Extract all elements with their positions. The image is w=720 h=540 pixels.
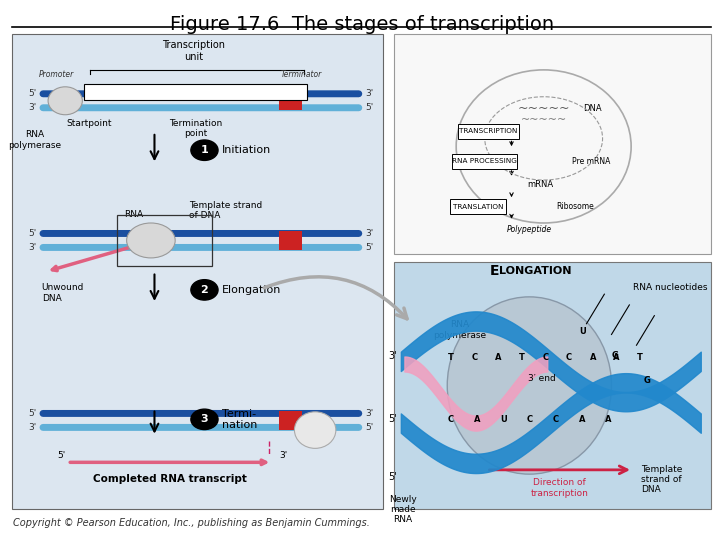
Text: Elongation: Elongation <box>222 285 282 295</box>
FancyBboxPatch shape <box>394 262 711 509</box>
Text: 3': 3' <box>28 103 37 112</box>
Text: Startpoint: Startpoint <box>66 118 112 127</box>
Text: ~~~~~: ~~~~~ <box>518 103 570 116</box>
Text: 3': 3' <box>279 451 288 460</box>
Circle shape <box>191 140 218 160</box>
Text: T: T <box>637 353 643 362</box>
Ellipse shape <box>447 297 611 474</box>
Text: RNA
polymerase: RNA polymerase <box>8 130 61 150</box>
Text: DNA of gene: DNA of gene <box>158 86 232 97</box>
Circle shape <box>191 409 218 429</box>
Text: 3': 3' <box>365 229 374 238</box>
Text: G: G <box>611 352 618 361</box>
Text: 5': 5' <box>365 423 374 432</box>
Text: Initiation: Initiation <box>222 145 271 155</box>
Text: 5': 5' <box>28 89 37 98</box>
Text: 5': 5' <box>365 243 374 252</box>
Text: DNA: DNA <box>583 104 601 113</box>
Ellipse shape <box>294 412 336 448</box>
Text: A: A <box>590 353 596 362</box>
Ellipse shape <box>127 223 175 258</box>
Text: Termi-
nation: Termi- nation <box>222 409 258 430</box>
Text: 3: 3 <box>201 414 208 424</box>
Text: G: G <box>644 376 651 384</box>
FancyBboxPatch shape <box>279 231 302 250</box>
Text: A: A <box>613 353 620 362</box>
Text: E: E <box>490 264 500 278</box>
Text: 5': 5' <box>28 229 37 238</box>
Text: 3': 3' <box>28 423 37 432</box>
FancyBboxPatch shape <box>394 33 711 254</box>
Text: C: C <box>552 415 559 424</box>
Text: A: A <box>474 415 480 424</box>
Text: 1: 1 <box>201 145 208 155</box>
Text: Direction of
transcription: Direction of transcription <box>531 478 588 498</box>
Text: A: A <box>495 353 501 362</box>
Text: A: A <box>605 415 611 424</box>
Text: Figure 17.6  The stages of transcription: Figure 17.6 The stages of transcription <box>169 15 554 34</box>
Text: C: C <box>448 415 454 424</box>
Circle shape <box>191 280 218 300</box>
Text: Transcription
unit: Transcription unit <box>162 40 225 62</box>
Text: TRANSCRIPTION: TRANSCRIPTION <box>459 129 518 134</box>
Text: C: C <box>526 415 532 424</box>
Text: Unwound
DNA: Unwound DNA <box>42 284 84 303</box>
Text: RNA: RNA <box>125 210 143 219</box>
Text: C: C <box>472 353 477 362</box>
Text: Template strand
of DNA: Template strand of DNA <box>189 201 262 220</box>
Text: 5': 5' <box>365 103 374 112</box>
Text: 5': 5' <box>389 414 397 424</box>
Text: Copyright © Pearson Education, Inc., publishing as Benjamin Cummings.: Copyright © Pearson Education, Inc., pub… <box>13 518 370 528</box>
Text: RNA nucleotides: RNA nucleotides <box>634 283 708 292</box>
Text: Promoter: Promoter <box>39 70 74 79</box>
Text: 2: 2 <box>201 285 208 295</box>
Text: LONGATION: LONGATION <box>500 266 572 276</box>
Text: T: T <box>448 353 454 362</box>
Text: T: T <box>519 353 525 362</box>
Text: RNA PROCESSING: RNA PROCESSING <box>452 158 517 165</box>
Text: A: A <box>578 415 585 424</box>
FancyBboxPatch shape <box>279 411 302 430</box>
FancyBboxPatch shape <box>84 84 307 100</box>
Text: 3': 3' <box>365 409 374 418</box>
Text: 5': 5' <box>389 472 397 482</box>
Text: Polypeptide: Polypeptide <box>507 225 552 234</box>
Text: Pre mRNA: Pre mRNA <box>572 157 611 166</box>
Text: 3': 3' <box>28 243 37 252</box>
Text: Newly
made
RNA: Newly made RNA <box>389 495 417 524</box>
Text: 3′ end: 3′ end <box>528 374 556 383</box>
Text: C: C <box>542 353 549 362</box>
Text: 3': 3' <box>365 89 374 98</box>
FancyBboxPatch shape <box>458 124 519 139</box>
Text: 5': 5' <box>57 451 66 460</box>
Text: mRNA: mRNA <box>527 179 553 188</box>
FancyBboxPatch shape <box>450 199 506 214</box>
Text: Ribosome: Ribosome <box>556 202 593 211</box>
Text: 5': 5' <box>28 409 37 418</box>
Text: Termination
point: Termination point <box>169 118 222 138</box>
FancyBboxPatch shape <box>279 91 302 111</box>
Ellipse shape <box>456 70 631 223</box>
Text: TRANSLATION: TRANSLATION <box>453 204 503 210</box>
Text: U: U <box>500 415 507 424</box>
Text: ~~~~~: ~~~~~ <box>521 114 567 125</box>
Text: 3': 3' <box>389 351 397 361</box>
FancyBboxPatch shape <box>452 154 517 169</box>
Text: U: U <box>580 327 586 336</box>
FancyBboxPatch shape <box>12 33 383 509</box>
Text: Completed RNA transcript: Completed RNA transcript <box>94 474 247 484</box>
Text: Terminator: Terminator <box>280 70 322 79</box>
Text: RNA
polymerase: RNA polymerase <box>433 320 487 340</box>
Ellipse shape <box>48 87 82 114</box>
Text: Template
strand of
DNA: Template strand of DNA <box>642 464 683 495</box>
Text: C: C <box>566 353 572 362</box>
